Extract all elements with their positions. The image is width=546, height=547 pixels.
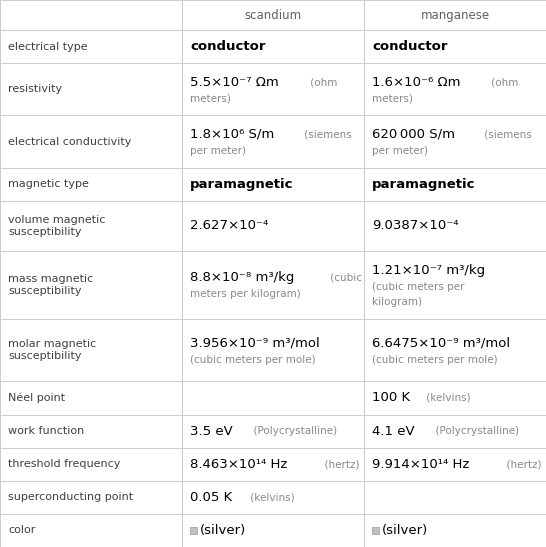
Text: volume magnetic
susceptibility: volume magnetic susceptibility xyxy=(8,215,105,237)
Text: (Polycrystalline): (Polycrystalline) xyxy=(429,426,519,436)
Text: manganese: manganese xyxy=(420,9,490,21)
Text: meters per kilogram): meters per kilogram) xyxy=(190,289,301,299)
Text: 3.5 eV: 3.5 eV xyxy=(190,424,233,438)
Text: 1.8×10⁶ S/m: 1.8×10⁶ S/m xyxy=(190,128,274,141)
Text: 5.5×10⁻⁷ Ωm: 5.5×10⁻⁷ Ωm xyxy=(190,75,279,89)
Text: 9.914×10¹⁴ Hz: 9.914×10¹⁴ Hz xyxy=(372,458,470,471)
Text: electrical type: electrical type xyxy=(8,42,87,51)
Text: superconducting point: superconducting point xyxy=(8,492,133,502)
Text: conductor: conductor xyxy=(190,40,265,53)
Text: 0.05 K: 0.05 K xyxy=(190,491,232,504)
Text: paramagnetic: paramagnetic xyxy=(372,178,476,191)
Text: (hertz): (hertz) xyxy=(318,459,359,469)
Text: conductor: conductor xyxy=(372,40,448,53)
Bar xyxy=(190,527,197,534)
Text: mass magnetic
susceptibility: mass magnetic susceptibility xyxy=(8,274,93,296)
Text: (cubic meters per mole): (cubic meters per mole) xyxy=(372,354,497,364)
Text: per meter): per meter) xyxy=(372,146,428,156)
Text: (kelvins): (kelvins) xyxy=(246,492,294,502)
Text: (hertz): (hertz) xyxy=(500,459,541,469)
Text: (ohm: (ohm xyxy=(488,77,519,87)
Text: (ohm: (ohm xyxy=(306,77,337,87)
Text: meters): meters) xyxy=(372,94,413,103)
Text: scandium: scandium xyxy=(245,9,301,21)
Text: (Polycrystalline): (Polycrystalline) xyxy=(247,426,337,436)
Text: 6.6475×10⁻⁹ m³/mol: 6.6475×10⁻⁹ m³/mol xyxy=(372,336,510,350)
Text: 1.6×10⁻⁶ Ωm: 1.6×10⁻⁶ Ωm xyxy=(372,75,460,89)
Text: 3.956×10⁻⁹ m³/mol: 3.956×10⁻⁹ m³/mol xyxy=(190,336,320,350)
Text: (kelvins): (kelvins) xyxy=(423,393,471,403)
Text: color: color xyxy=(8,526,35,536)
Text: (silver): (silver) xyxy=(382,524,428,537)
Text: (cubic meters per mole): (cubic meters per mole) xyxy=(190,354,316,364)
Text: electrical conductivity: electrical conductivity xyxy=(8,137,132,147)
Text: magnetic type: magnetic type xyxy=(8,179,89,189)
Text: (cubic: (cubic xyxy=(327,273,361,283)
Text: (cubic meters per: (cubic meters per xyxy=(372,282,465,292)
Text: 2.627×10⁻⁴: 2.627×10⁻⁴ xyxy=(190,219,268,232)
Text: molar magnetic
susceptibility: molar magnetic susceptibility xyxy=(8,340,96,361)
Text: meters): meters) xyxy=(190,94,231,103)
Text: 1.21×10⁻⁷ m³/kg: 1.21×10⁻⁷ m³/kg xyxy=(372,264,485,277)
Text: 8.463×10¹⁴ Hz: 8.463×10¹⁴ Hz xyxy=(190,458,287,471)
Text: (silver): (silver) xyxy=(200,524,246,537)
Text: (siemens: (siemens xyxy=(301,129,352,139)
Text: 620 000 S/m: 620 000 S/m xyxy=(372,128,455,141)
Text: work function: work function xyxy=(8,426,84,436)
Text: threshold frequency: threshold frequency xyxy=(8,459,120,469)
Text: resistivity: resistivity xyxy=(8,84,62,94)
Text: 4.1 eV: 4.1 eV xyxy=(372,424,414,438)
Text: per meter): per meter) xyxy=(190,146,246,156)
Text: Néel point: Néel point xyxy=(8,393,65,403)
Text: (siemens: (siemens xyxy=(481,129,532,139)
Bar xyxy=(372,527,379,534)
Text: 9.0387×10⁻⁴: 9.0387×10⁻⁴ xyxy=(372,219,459,232)
Text: paramagnetic: paramagnetic xyxy=(190,178,294,191)
Text: kilogram): kilogram) xyxy=(372,296,422,306)
Text: 100 K: 100 K xyxy=(372,392,410,404)
Text: 8.8×10⁻⁸ m³/kg: 8.8×10⁻⁸ m³/kg xyxy=(190,271,294,284)
